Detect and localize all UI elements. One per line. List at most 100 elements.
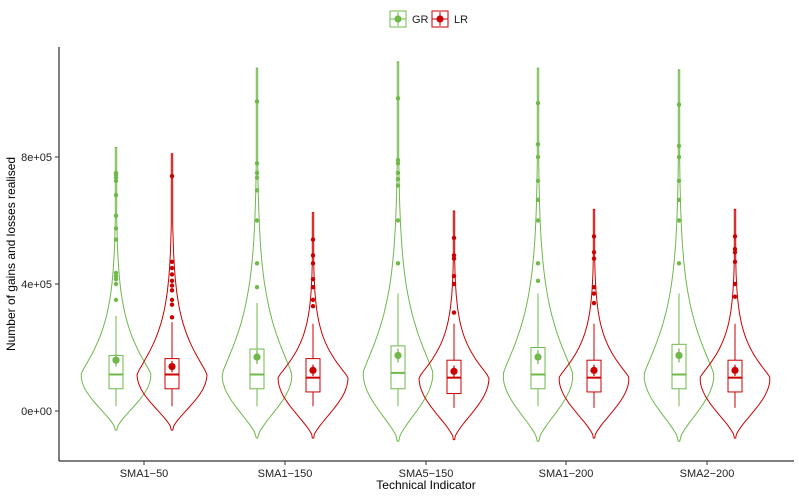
outlier-point	[113, 281, 119, 287]
violin-gr	[80, 147, 152, 431]
legend-label-gr: GR	[412, 14, 429, 26]
outlier-point	[535, 218, 541, 223]
outlier-point	[676, 102, 682, 107]
violin-gr	[502, 67, 574, 442]
outlier-point	[310, 253, 316, 258]
outlier-point	[395, 157, 401, 163]
mean-point	[731, 366, 739, 374]
outlier-point	[310, 277, 316, 282]
outlier-point	[113, 297, 119, 303]
mean-point	[450, 367, 458, 375]
legend-label-lr: LR	[454, 14, 468, 26]
violin-gr	[362, 61, 434, 442]
outlier-point	[395, 183, 401, 188]
x-tick-label: SMA1−200	[539, 468, 594, 480]
outlier-point	[113, 213, 119, 218]
legend-key-point	[436, 15, 444, 23]
outlier-point	[310, 237, 316, 242]
outlier-point	[591, 300, 597, 306]
x-axis-title: Technical Indicator	[376, 478, 475, 492]
outlier-point	[676, 178, 682, 184]
outlier-point	[254, 188, 260, 193]
outlier-point	[310, 284, 316, 290]
outlier-point	[254, 284, 260, 290]
outlier-point	[535, 100, 541, 106]
outlier-point	[169, 259, 175, 264]
outlier-point	[169, 278, 175, 284]
outlier-point	[113, 192, 119, 198]
outlier-point	[451, 235, 457, 241]
outlier-point	[591, 250, 597, 255]
outlier-point	[591, 291, 597, 296]
violin-lr	[699, 208, 771, 439]
legend-key-point	[394, 15, 402, 23]
outlier-point	[591, 256, 597, 261]
outlier-point	[451, 273, 457, 279]
outlier-point	[113, 170, 119, 176]
outlier-point	[395, 161, 401, 166]
outlier-point	[254, 218, 260, 223]
violin-lr	[418, 210, 490, 441]
outlier-point	[113, 175, 119, 180]
outlier-point	[113, 277, 119, 282]
y-tick-label: 4e+05	[21, 279, 52, 291]
outlier-point	[732, 246, 738, 252]
violin-lr	[136, 153, 208, 431]
outlier-point	[113, 273, 119, 279]
outlier-point	[310, 304, 316, 309]
outlier-point	[169, 315, 175, 320]
outlier-point	[395, 218, 401, 223]
box	[249, 348, 265, 390]
outlier-point	[395, 261, 401, 266]
violin-lr	[277, 212, 349, 439]
outlier-point	[535, 197, 541, 203]
mean-point	[112, 356, 120, 364]
outlier-point	[169, 173, 175, 179]
outlier-point	[451, 256, 457, 261]
y-axis-title: Number of gains and losses realised	[4, 157, 18, 351]
outlier-point	[169, 283, 175, 288]
outlier-point	[310, 261, 316, 266]
outlier-point	[676, 197, 682, 203]
violin-gr	[643, 69, 715, 442]
outlier-point	[732, 281, 738, 287]
outlier-point	[254, 175, 260, 180]
y-axis-ticks: 0e+00 4e+05 8e+05	[21, 152, 59, 418]
mean-point	[675, 351, 683, 360]
outlier-point	[395, 170, 401, 176]
outlier-point	[169, 297, 175, 303]
mean-point	[534, 353, 542, 361]
outlier-point	[169, 288, 175, 293]
mean-point	[253, 353, 261, 361]
outlier-point	[395, 96, 401, 101]
outlier-point	[254, 99, 260, 104]
outlier-point	[535, 142, 541, 147]
outlier-point	[591, 284, 597, 290]
x-tick-label: SMA1−150	[258, 468, 313, 480]
outlier-point	[676, 261, 682, 266]
outlier-point	[310, 297, 316, 303]
violin-gr	[221, 67, 293, 439]
mean-point	[309, 366, 317, 374]
outlier-point	[591, 234, 597, 239]
violin-lr	[558, 208, 630, 439]
outlier-point	[169, 272, 175, 277]
outlier-point	[169, 265, 175, 271]
outlier-point	[113, 178, 119, 184]
x-axis-ticks: SMA1−50 SMA1−150 SMA5−150 SMA1−200 SMA2−200	[120, 461, 735, 480]
outlier-point	[732, 250, 738, 255]
outlier-point	[732, 294, 738, 299]
x-tick-label: SMA2−200	[680, 468, 735, 480]
outlier-point	[113, 270, 119, 276]
outlier-point	[676, 218, 682, 223]
outlier-point	[732, 259, 738, 264]
outlier-point	[451, 310, 457, 315]
plot-area	[80, 61, 771, 442]
x-tick-label: SMA5−150	[399, 468, 454, 480]
outlier-point	[254, 170, 260, 176]
outlier-point	[451, 253, 457, 258]
outlier-point	[113, 237, 119, 242]
outlier-point	[676, 154, 682, 160]
mean-point	[394, 351, 402, 360]
